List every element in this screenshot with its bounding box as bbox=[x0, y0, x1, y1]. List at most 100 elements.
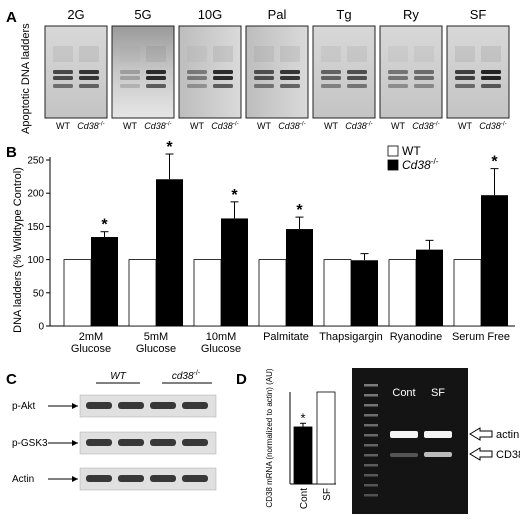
blot-strip bbox=[79, 431, 217, 455]
y-tick-label: 150 bbox=[27, 222, 44, 233]
panel-c-letter: C bbox=[6, 371, 17, 388]
category-label: Glucose bbox=[136, 343, 176, 355]
gel-smear bbox=[321, 46, 341, 62]
gel-band bbox=[53, 84, 73, 88]
gel-band bbox=[280, 76, 300, 80]
blot-band bbox=[118, 402, 144, 409]
blot-row-label: p-GSK3 bbox=[12, 438, 48, 449]
bar-wt bbox=[128, 259, 157, 327]
legend-swatch bbox=[387, 159, 399, 171]
gel-lane-label: WT bbox=[123, 121, 137, 131]
gel-band bbox=[254, 76, 274, 80]
ladder-band bbox=[364, 404, 378, 407]
y-tick-label: 50 bbox=[33, 288, 45, 299]
blot-row-label: Actin bbox=[12, 474, 34, 485]
gel-lane-label: Cd38-/- bbox=[479, 120, 506, 131]
gel-band bbox=[280, 70, 300, 74]
gel-band bbox=[146, 70, 166, 74]
category-label: Serum Free bbox=[452, 331, 510, 343]
blot-band bbox=[150, 402, 176, 409]
blot-band bbox=[182, 402, 208, 409]
gel-band bbox=[280, 84, 300, 88]
gel-band bbox=[79, 70, 99, 74]
gel-lane-label: WT bbox=[190, 121, 204, 131]
d-category-label: Cont bbox=[299, 488, 310, 509]
d-bar bbox=[316, 391, 336, 485]
bar-wt bbox=[193, 259, 222, 327]
bar-cd38 bbox=[221, 218, 248, 326]
panel-d-ylabel: CD38 mRNA (normalized to actin) (AU) bbox=[265, 368, 274, 507]
blot-row-label: p-Akt bbox=[12, 401, 36, 412]
blot-band bbox=[86, 402, 112, 409]
category-label: Glucose bbox=[71, 343, 111, 355]
gel-smear bbox=[187, 46, 207, 62]
bar-wt bbox=[453, 259, 482, 327]
gel-lane-label: Cd38-/- bbox=[77, 120, 104, 131]
panel-d-letter: D bbox=[236, 371, 247, 388]
gel-smear bbox=[388, 46, 408, 62]
bar-cd38 bbox=[156, 179, 183, 326]
gel-header: Tg bbox=[336, 7, 351, 22]
category-label: 2mM bbox=[79, 331, 103, 343]
gel-band bbox=[120, 84, 140, 88]
bar-wt bbox=[63, 259, 92, 327]
panel-a-gels: 2G WT Cd38-/- 5G WT Cd38-/- 10G WT Cd38-/- Pal WT C… bbox=[44, 7, 510, 131]
gel-band bbox=[213, 84, 233, 88]
gel-lane-label: Cd38-/- bbox=[412, 120, 439, 131]
gel-band bbox=[146, 84, 166, 88]
gel-smear bbox=[146, 46, 166, 62]
legend-label: Cd38-/- bbox=[402, 156, 439, 172]
ladder-band bbox=[364, 494, 378, 497]
gel-header: 10G bbox=[198, 7, 223, 22]
cd38-mrna-chart: * Cont SF bbox=[289, 391, 336, 509]
blot-band bbox=[118, 439, 144, 446]
gel-lane-label: WT bbox=[324, 121, 338, 131]
gel-smear bbox=[53, 46, 73, 62]
pcr-gel-background bbox=[352, 368, 468, 514]
gel-band bbox=[347, 84, 367, 88]
chart-ylabel: DNA ladders (% Wildtype Control) bbox=[12, 167, 24, 333]
significance-star: * bbox=[296, 202, 303, 219]
blot-strip bbox=[79, 467, 217, 491]
category-label: 10mM bbox=[206, 331, 237, 343]
gel-header: 5G bbox=[134, 7, 151, 22]
gel-band bbox=[120, 76, 140, 80]
blot-band bbox=[150, 475, 176, 482]
gel-band bbox=[388, 84, 408, 88]
gel-smear bbox=[254, 46, 274, 62]
ladder-band bbox=[364, 384, 378, 387]
gel-band bbox=[254, 84, 274, 88]
gel-band bbox=[481, 76, 501, 80]
band-arrow-icon bbox=[469, 427, 493, 441]
y-tick-label: 250 bbox=[27, 156, 44, 167]
cd38-band bbox=[424, 452, 452, 457]
group-label: WT bbox=[110, 371, 126, 382]
gel-smear bbox=[120, 46, 140, 62]
ladder-band bbox=[364, 424, 378, 427]
gel-smear bbox=[414, 46, 434, 62]
gel-lane-label: WT bbox=[391, 121, 405, 131]
d-bar bbox=[293, 426, 313, 485]
blot-band bbox=[182, 475, 208, 482]
gel-smear bbox=[79, 46, 99, 62]
gel-band bbox=[187, 84, 207, 88]
category-label: Glucose bbox=[201, 343, 241, 355]
d-category-label: SF bbox=[322, 488, 333, 501]
gel-band bbox=[388, 76, 408, 80]
gel-lane-label: Cd38-/- bbox=[345, 120, 372, 131]
actin-band bbox=[390, 431, 418, 438]
gel-band bbox=[187, 76, 207, 80]
category-label: Thapsigargin bbox=[319, 331, 383, 343]
western-blot: WT cd38-/- p-Akt p-GSK3 Actin bbox=[12, 370, 217, 491]
bar-cd38 bbox=[351, 260, 378, 326]
blot-arrowhead bbox=[72, 403, 78, 409]
gel-band bbox=[120, 70, 140, 74]
ladder-band bbox=[364, 414, 378, 417]
d-significance-star: * bbox=[300, 410, 305, 425]
gel-band bbox=[213, 70, 233, 74]
blot-band bbox=[150, 439, 176, 446]
panel-b-letter: B bbox=[6, 144, 17, 161]
ladder-band bbox=[364, 484, 378, 487]
gel-band bbox=[414, 70, 434, 74]
bar-wt bbox=[388, 259, 417, 327]
